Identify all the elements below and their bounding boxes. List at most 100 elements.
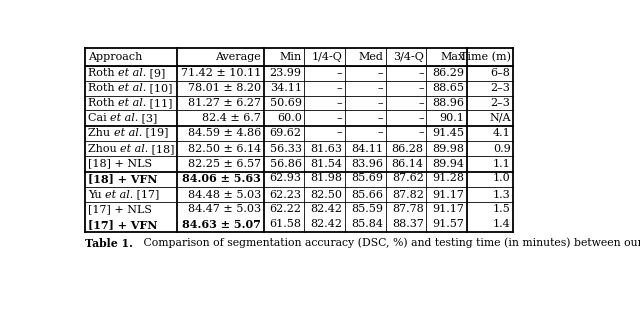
Text: –: – xyxy=(378,113,383,123)
Text: et al.: et al. xyxy=(118,68,147,78)
Text: –: – xyxy=(418,128,424,138)
Text: [18] + VFN: [18] + VFN xyxy=(88,173,157,184)
Text: 78.01 ± 8.20: 78.01 ± 8.20 xyxy=(188,83,261,93)
Text: Zhou: Zhou xyxy=(88,144,120,154)
Text: Med: Med xyxy=(358,52,383,62)
Text: Roth: Roth xyxy=(88,98,118,108)
Text: 1.4: 1.4 xyxy=(493,219,511,229)
Text: et al.: et al. xyxy=(118,98,147,108)
Text: Time (m): Time (m) xyxy=(460,52,511,62)
Text: 82.42: 82.42 xyxy=(310,219,342,229)
Text: 84.63 ± 5.07: 84.63 ± 5.07 xyxy=(182,219,261,230)
Text: [17] + VFN: [17] + VFN xyxy=(88,219,157,230)
Text: 0.9: 0.9 xyxy=(493,144,511,154)
Text: 90.1: 90.1 xyxy=(440,113,465,123)
Text: 69.62: 69.62 xyxy=(269,128,301,138)
Text: Approach: Approach xyxy=(88,52,142,62)
Text: –: – xyxy=(378,98,383,108)
Text: [11]: [11] xyxy=(147,98,173,108)
Text: 86.14: 86.14 xyxy=(392,159,424,169)
Text: 50.69: 50.69 xyxy=(269,98,301,108)
Text: et al.: et al. xyxy=(120,144,148,154)
Text: 1.0: 1.0 xyxy=(493,173,511,183)
Text: –: – xyxy=(418,68,424,78)
Text: –: – xyxy=(337,98,342,108)
Text: [3]: [3] xyxy=(138,113,158,123)
Text: 23.99: 23.99 xyxy=(269,68,301,78)
Text: –: – xyxy=(418,83,424,93)
Text: 1.3: 1.3 xyxy=(493,190,511,200)
Text: Zhu: Zhu xyxy=(88,128,113,138)
Text: 82.50 ± 6.14: 82.50 ± 6.14 xyxy=(188,144,261,154)
Text: 84.06 ± 5.63: 84.06 ± 5.63 xyxy=(182,173,261,184)
Text: 62.22: 62.22 xyxy=(269,204,301,214)
Text: 87.62: 87.62 xyxy=(392,173,424,183)
Text: –: – xyxy=(378,83,383,93)
Text: 71.42 ± 10.11: 71.42 ± 10.11 xyxy=(180,68,261,78)
Text: 81.54: 81.54 xyxy=(310,159,342,169)
Text: –: – xyxy=(337,128,342,138)
Text: 85.66: 85.66 xyxy=(351,190,383,200)
Text: 84.59 ± 4.86: 84.59 ± 4.86 xyxy=(188,128,261,138)
Text: [18]: [18] xyxy=(148,144,175,154)
Text: 91.45: 91.45 xyxy=(433,128,465,138)
Text: –: – xyxy=(378,128,383,138)
Text: Average: Average xyxy=(215,52,261,62)
Text: 84.11: 84.11 xyxy=(351,144,383,154)
Text: [17]: [17] xyxy=(133,190,160,200)
Text: 81.98: 81.98 xyxy=(310,173,342,183)
Text: [17] + NLS: [17] + NLS xyxy=(88,204,152,214)
Text: 62.23: 62.23 xyxy=(269,190,301,200)
Text: –: – xyxy=(337,83,342,93)
Text: et al.: et al. xyxy=(110,113,138,123)
Text: Comparison of segmentation accuracy (DSC, %) and testing time (in minutes) betwe: Comparison of segmentation accuracy (DSC… xyxy=(133,238,640,248)
Text: Cai: Cai xyxy=(88,113,110,123)
Text: 91.17: 91.17 xyxy=(433,190,465,200)
Text: Roth: Roth xyxy=(88,83,118,93)
Text: N/A: N/A xyxy=(489,113,511,123)
Text: 82.42: 82.42 xyxy=(310,204,342,214)
Text: 2–3: 2–3 xyxy=(491,83,511,93)
Text: 84.47 ± 5.03: 84.47 ± 5.03 xyxy=(188,204,261,214)
Text: 89.98: 89.98 xyxy=(433,144,465,154)
Text: 91.17: 91.17 xyxy=(433,204,465,214)
Text: 86.29: 86.29 xyxy=(433,68,465,78)
Text: –: – xyxy=(378,68,383,78)
Text: 91.28: 91.28 xyxy=(433,173,465,183)
Text: 81.63: 81.63 xyxy=(310,144,342,154)
Text: Roth: Roth xyxy=(88,68,118,78)
Text: 84.48 ± 5.03: 84.48 ± 5.03 xyxy=(188,190,261,200)
Text: 56.86: 56.86 xyxy=(269,159,301,169)
Text: 86.28: 86.28 xyxy=(392,144,424,154)
Text: 88.37: 88.37 xyxy=(392,219,424,229)
Text: 56.33: 56.33 xyxy=(269,144,301,154)
Text: 61.58: 61.58 xyxy=(269,219,301,229)
Text: –: – xyxy=(337,113,342,123)
Text: [18] + NLS: [18] + NLS xyxy=(88,159,152,169)
Text: 1/4-Q: 1/4-Q xyxy=(312,52,342,62)
Text: 6–8: 6–8 xyxy=(491,68,511,78)
Text: 82.25 ± 6.57: 82.25 ± 6.57 xyxy=(188,159,261,169)
Text: [19]: [19] xyxy=(142,128,168,138)
Text: et al.: et al. xyxy=(118,83,147,93)
Text: Table 1.: Table 1. xyxy=(85,238,133,249)
Text: Min: Min xyxy=(280,52,301,62)
Text: 85.69: 85.69 xyxy=(351,173,383,183)
Text: 34.11: 34.11 xyxy=(269,83,301,93)
Text: 3/4-Q: 3/4-Q xyxy=(393,52,424,62)
Text: Yu: Yu xyxy=(88,190,105,200)
Text: 2–3: 2–3 xyxy=(491,98,511,108)
Text: 88.65: 88.65 xyxy=(433,83,465,93)
Text: –: – xyxy=(418,98,424,108)
Text: 82.4 ± 6.7: 82.4 ± 6.7 xyxy=(202,113,261,123)
Text: 1.5: 1.5 xyxy=(493,204,511,214)
Text: 87.82: 87.82 xyxy=(392,190,424,200)
Text: 83.96: 83.96 xyxy=(351,159,383,169)
Text: [9]: [9] xyxy=(147,68,166,78)
Text: et al.: et al. xyxy=(113,128,142,138)
Text: 85.84: 85.84 xyxy=(351,219,383,229)
Text: 81.27 ± 6.27: 81.27 ± 6.27 xyxy=(188,98,261,108)
Text: 87.78: 87.78 xyxy=(392,204,424,214)
Text: 62.93: 62.93 xyxy=(269,173,301,183)
Text: 4.1: 4.1 xyxy=(493,128,511,138)
